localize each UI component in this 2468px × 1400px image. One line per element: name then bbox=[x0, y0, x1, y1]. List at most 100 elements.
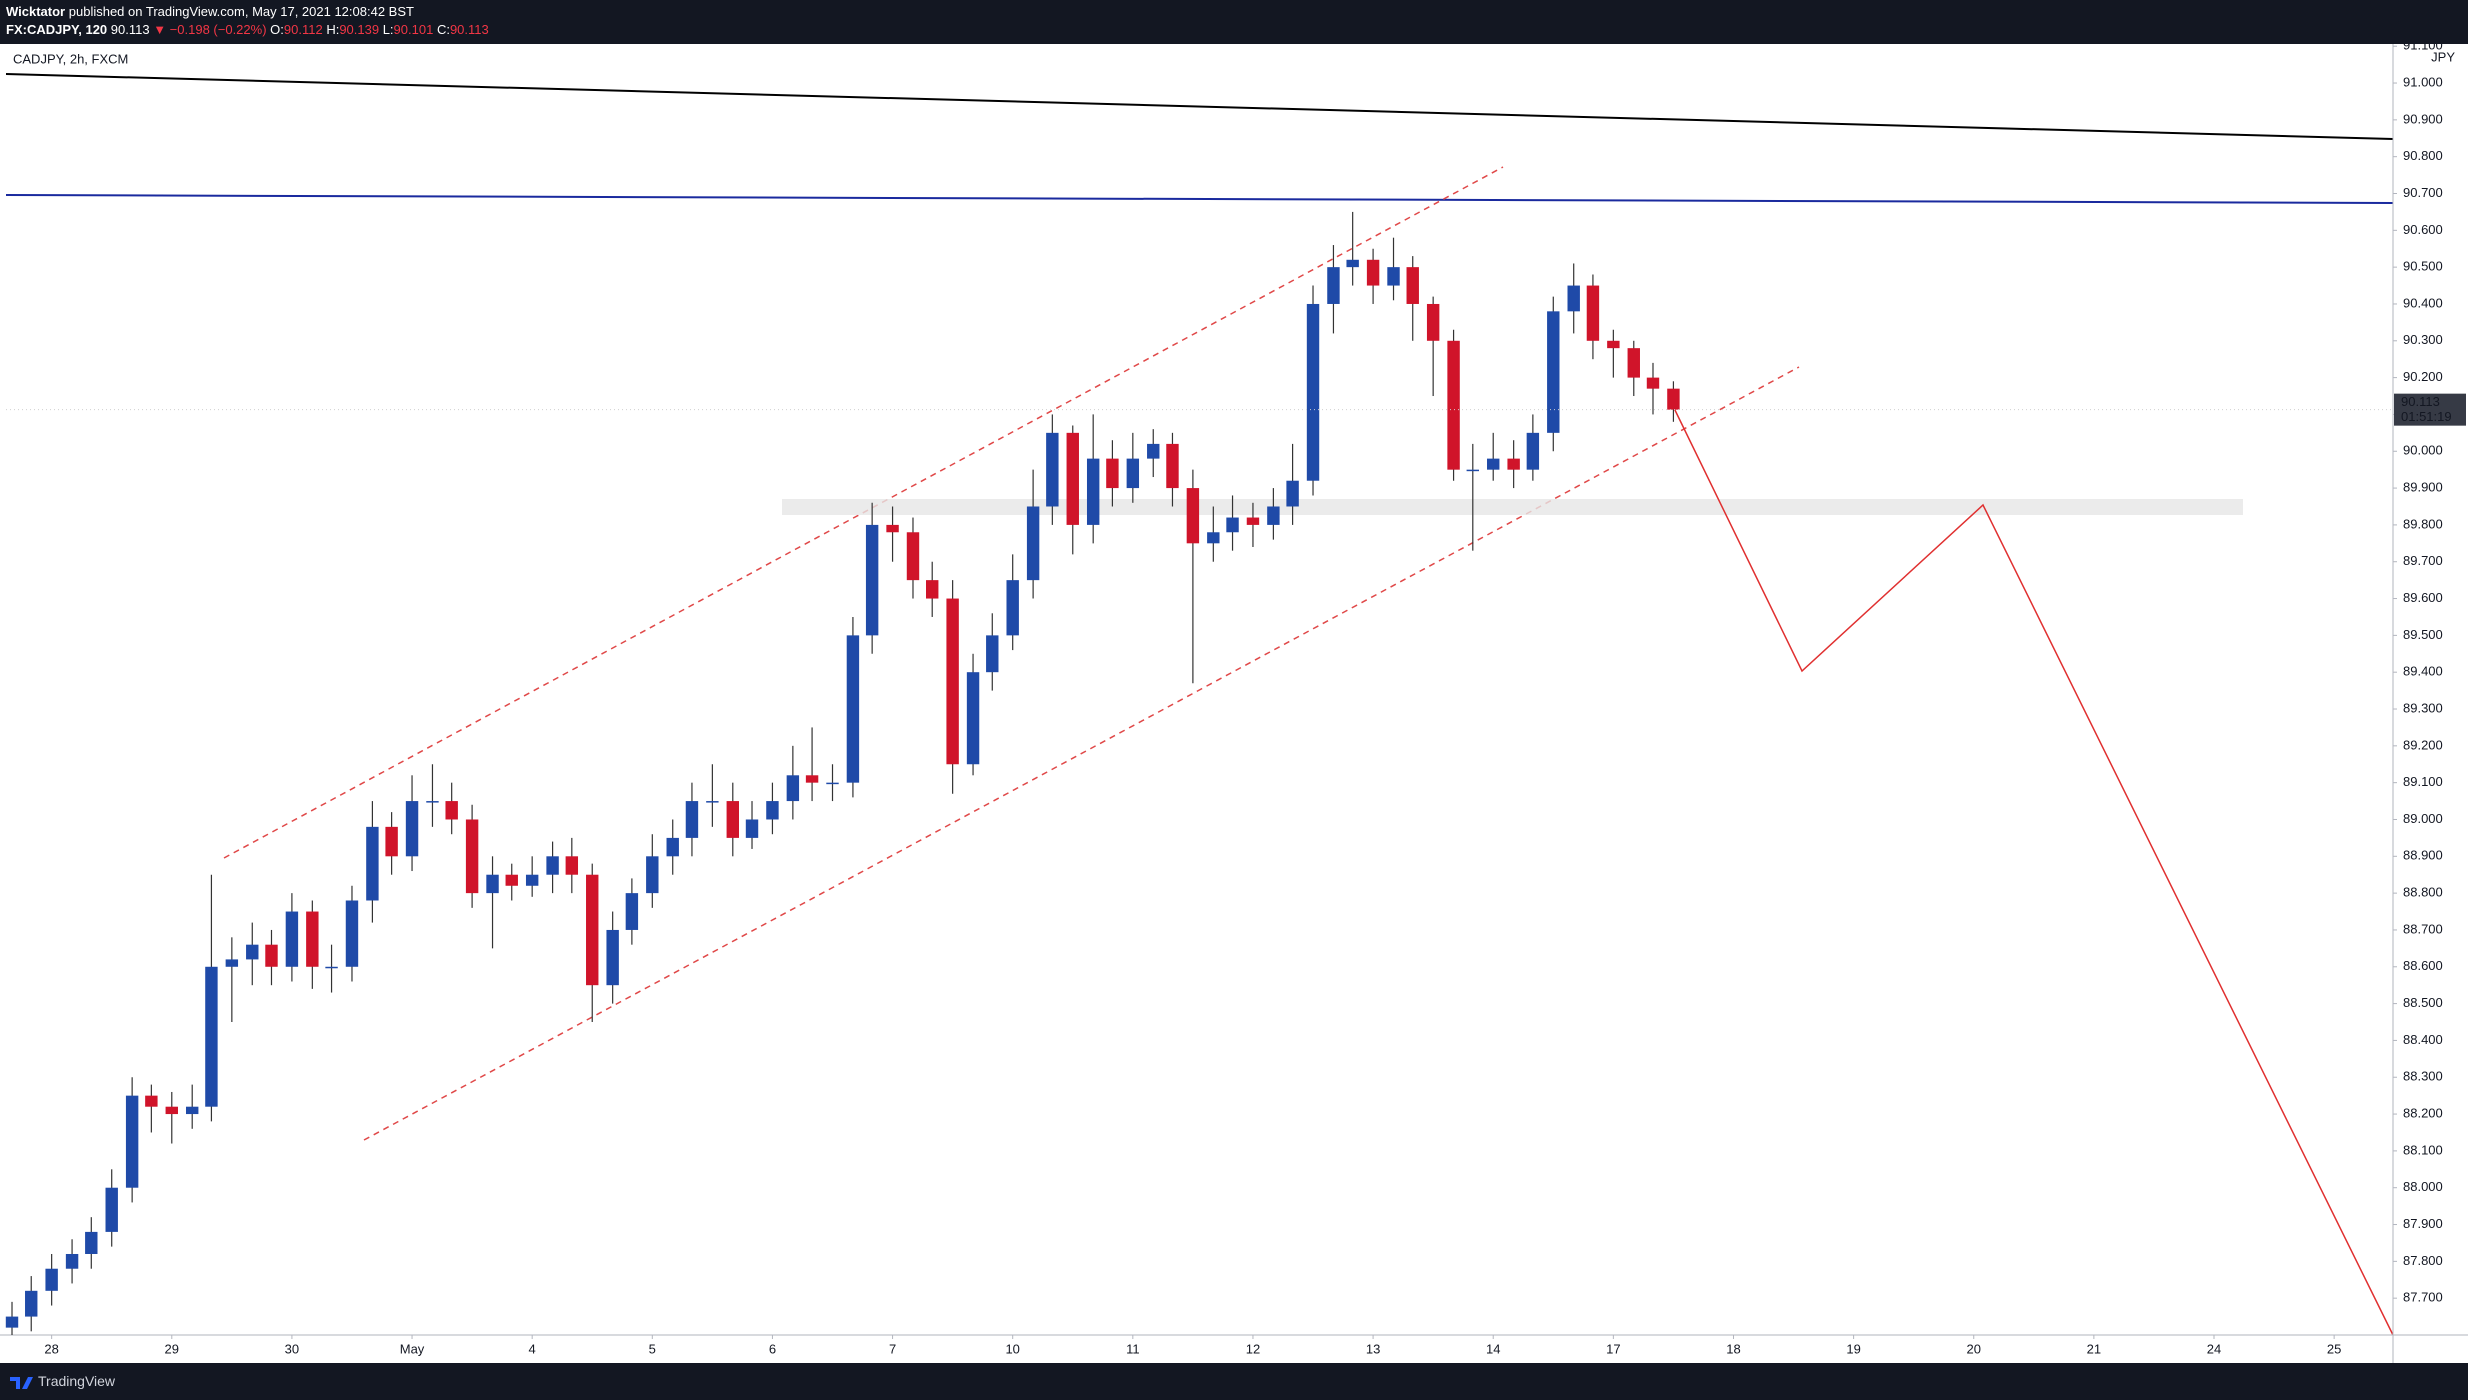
candle-body bbox=[1106, 458, 1119, 489]
candle-body bbox=[1186, 488, 1200, 544]
author[interactable]: Wicktator bbox=[6, 4, 66, 19]
y-tick-label: 90.400 bbox=[2403, 295, 2443, 310]
candle-body bbox=[405, 801, 419, 857]
candle-body bbox=[666, 837, 679, 857]
logo bbox=[10, 1377, 33, 1389]
y-tick-label: 88.100 bbox=[2403, 1142, 2443, 1157]
x-tick-label: 24 bbox=[2207, 1341, 2221, 1356]
y-tick-label: 89.300 bbox=[2403, 700, 2443, 715]
y-tick-label: 90.600 bbox=[2403, 222, 2443, 237]
y-tick-label: 90.200 bbox=[2403, 369, 2443, 384]
y-tick-label: 89.800 bbox=[2403, 516, 2443, 531]
last-price-box bbox=[2394, 393, 2466, 426]
candle-body bbox=[1447, 340, 1460, 470]
countdown-label: 01:51:19 bbox=[2401, 409, 2452, 424]
y-tick-label: 87.900 bbox=[2403, 1216, 2443, 1231]
ohlc-value: 90.112 bbox=[283, 22, 323, 37]
candle-body bbox=[865, 524, 879, 636]
candle-body bbox=[505, 874, 518, 886]
candle-body bbox=[246, 944, 259, 960]
candle-body bbox=[946, 598, 959, 765]
x-tick-label: 29 bbox=[165, 1341, 179, 1356]
y-tick-label: 88.700 bbox=[2403, 921, 2443, 936]
x-tick-label: 30 bbox=[285, 1341, 299, 1356]
candle-body bbox=[1086, 458, 1100, 525]
candle-body bbox=[486, 874, 499, 894]
candle-body bbox=[1166, 443, 1179, 489]
x-tick-label: 21 bbox=[2087, 1341, 2101, 1356]
y-tick-label: 88.300 bbox=[2403, 1069, 2443, 1084]
candle-body bbox=[805, 775, 819, 783]
change: ▼ −0.198 (−0.22%) bbox=[153, 22, 267, 37]
candle-body bbox=[1507, 458, 1520, 470]
candle-body bbox=[205, 966, 218, 1107]
x-tick-label: May bbox=[400, 1341, 425, 1356]
candle-body bbox=[1387, 267, 1400, 286]
quote-line: FX:CADJPY, 120 90.113 ▼ −0.198 (−0.22%) … bbox=[6, 22, 489, 37]
brand[interactable]: TradingView bbox=[38, 1373, 116, 1389]
x-tick-label: 10 bbox=[1005, 1341, 1019, 1356]
candle-body bbox=[125, 1095, 139, 1188]
candle-body bbox=[1646, 377, 1660, 389]
y-tick-label: 89.900 bbox=[2403, 480, 2443, 495]
candle-body bbox=[906, 532, 920, 581]
x-tick-label: 18 bbox=[1726, 1341, 1740, 1356]
candle-body bbox=[145, 1095, 158, 1107]
y-tick-label: 88.600 bbox=[2403, 958, 2443, 973]
candle-body bbox=[726, 801, 739, 838]
candle-body bbox=[1667, 388, 1680, 410]
candle-body bbox=[426, 801, 439, 803]
candle-body bbox=[1466, 469, 1480, 472]
candle-body bbox=[465, 819, 479, 894]
y-tick-label: 91.100 bbox=[2403, 44, 2443, 53]
candle-body bbox=[625, 893, 639, 930]
x-tick-label: 14 bbox=[1486, 1341, 1500, 1356]
candle-body bbox=[1327, 267, 1340, 304]
y-tick-label: 88.800 bbox=[2403, 885, 2443, 900]
ohlc-label: C: bbox=[436, 22, 450, 37]
candle-body bbox=[185, 1106, 199, 1115]
candle-body bbox=[986, 635, 999, 673]
candle-body bbox=[826, 782, 839, 785]
ohlc-value: 90.113 bbox=[449, 22, 489, 37]
candle-body bbox=[105, 1187, 118, 1232]
candle-body bbox=[325, 966, 338, 969]
candle-body bbox=[606, 929, 619, 986]
y-tick-label: 90.000 bbox=[2403, 443, 2443, 458]
candle-body bbox=[1346, 259, 1359, 268]
candle-body bbox=[85, 1231, 98, 1254]
candle-body bbox=[966, 672, 980, 765]
x-tick-label: 19 bbox=[1846, 1341, 1860, 1356]
candle-body bbox=[1046, 432, 1059, 507]
y-tick-label: 88.400 bbox=[2403, 1032, 2443, 1047]
candle-body bbox=[366, 826, 379, 901]
y-tick-label: 89.500 bbox=[2403, 627, 2443, 642]
y-tick-label: 90.800 bbox=[2403, 148, 2443, 163]
candle-body bbox=[1207, 532, 1220, 544]
footer: TradingView bbox=[0, 1363, 2468, 1400]
x-tick-label: 4 bbox=[529, 1341, 536, 1356]
y-tick-label: 89.700 bbox=[2403, 553, 2443, 568]
ohlc: O:90.112 H:90.139 L:90.101 C:90.113 bbox=[270, 22, 489, 37]
candle-body bbox=[165, 1106, 178, 1115]
candle-body bbox=[445, 801, 458, 820]
candle-body bbox=[565, 856, 579, 875]
candle-body bbox=[1547, 311, 1560, 433]
chart: CADJPY, 2h, FXCM JPY 87.700 87.800 87.900 8… bbox=[0, 44, 2468, 1363]
candle-body bbox=[685, 801, 699, 838]
ohlc-value: 90.139 bbox=[339, 22, 380, 37]
candle-body bbox=[1526, 432, 1540, 470]
resistance-line bbox=[5, 194, 2394, 204]
axis-unit: JPY bbox=[2431, 49, 2455, 64]
y-tick-label: 90.500 bbox=[2403, 259, 2443, 274]
y-tick-label: 87.800 bbox=[2403, 1253, 2443, 1268]
candle-body bbox=[1487, 458, 1500, 470]
candle-body bbox=[1366, 259, 1380, 286]
x-tick-label: 25 bbox=[2327, 1341, 2341, 1356]
candle-body bbox=[706, 801, 719, 803]
price-axis bbox=[2393, 44, 2468, 1335]
candle-body bbox=[586, 874, 599, 986]
candle-body bbox=[646, 856, 659, 894]
x-tick-label: 13 bbox=[1366, 1341, 1380, 1356]
ohlc-label: O: bbox=[270, 22, 284, 37]
